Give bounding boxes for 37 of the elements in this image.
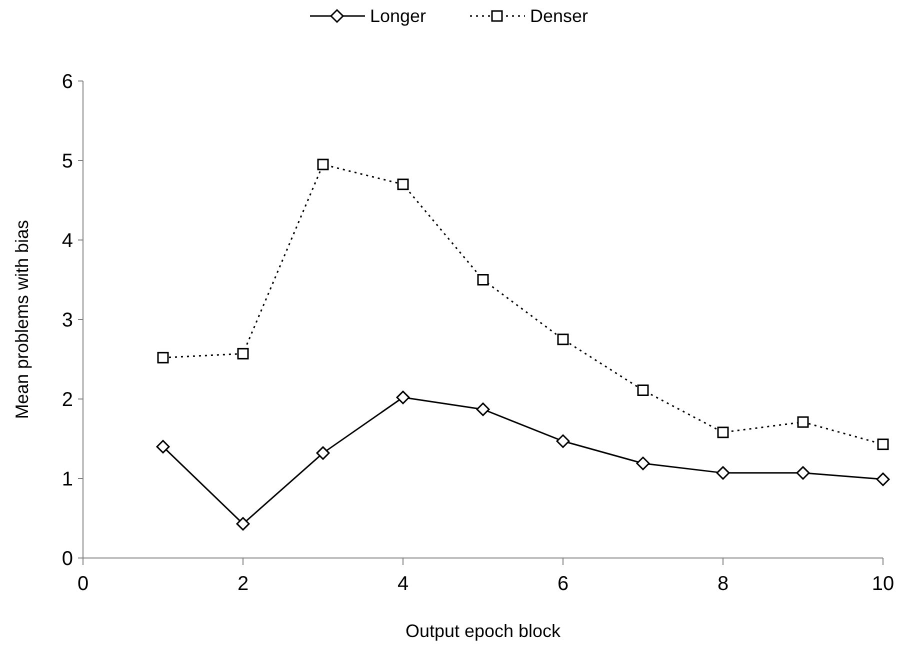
point [797,416,809,428]
x-tick-label: 0 [77,573,89,595]
y-tick-label: 6 [62,71,73,93]
legend-label: Longer [370,6,426,26]
y-tick-label: 4 [62,230,73,252]
point [156,440,170,454]
point [877,438,889,450]
y-tick-label: 0 [62,548,73,570]
point [396,390,410,404]
point [317,158,329,170]
point [476,402,490,416]
x-tick-label: 2 [237,573,249,595]
point [237,348,249,360]
y-tick-label: 1 [62,468,73,490]
point [717,426,729,438]
point [716,466,730,480]
x-tick-label: 4 [397,573,409,595]
point [637,384,649,396]
point [477,274,489,286]
y-axis-title: Mean problems with bias [12,220,32,420]
x-axis-title: Output epoch block [405,621,562,641]
y-tick-label: 5 [62,150,73,172]
legend-label: Denser [530,6,588,26]
point [556,434,570,448]
x-tick-label: 6 [557,573,569,595]
point [796,466,810,480]
point [236,517,250,531]
y-tick-label: 3 [62,310,73,332]
point [397,178,409,190]
point [157,352,169,364]
y-tick-label: 2 [62,389,73,411]
point [557,334,569,346]
point [316,446,330,460]
point [636,456,650,470]
x-tick-label: 10 [872,573,894,595]
x-tick-label: 8 [717,573,729,595]
point [876,472,890,486]
